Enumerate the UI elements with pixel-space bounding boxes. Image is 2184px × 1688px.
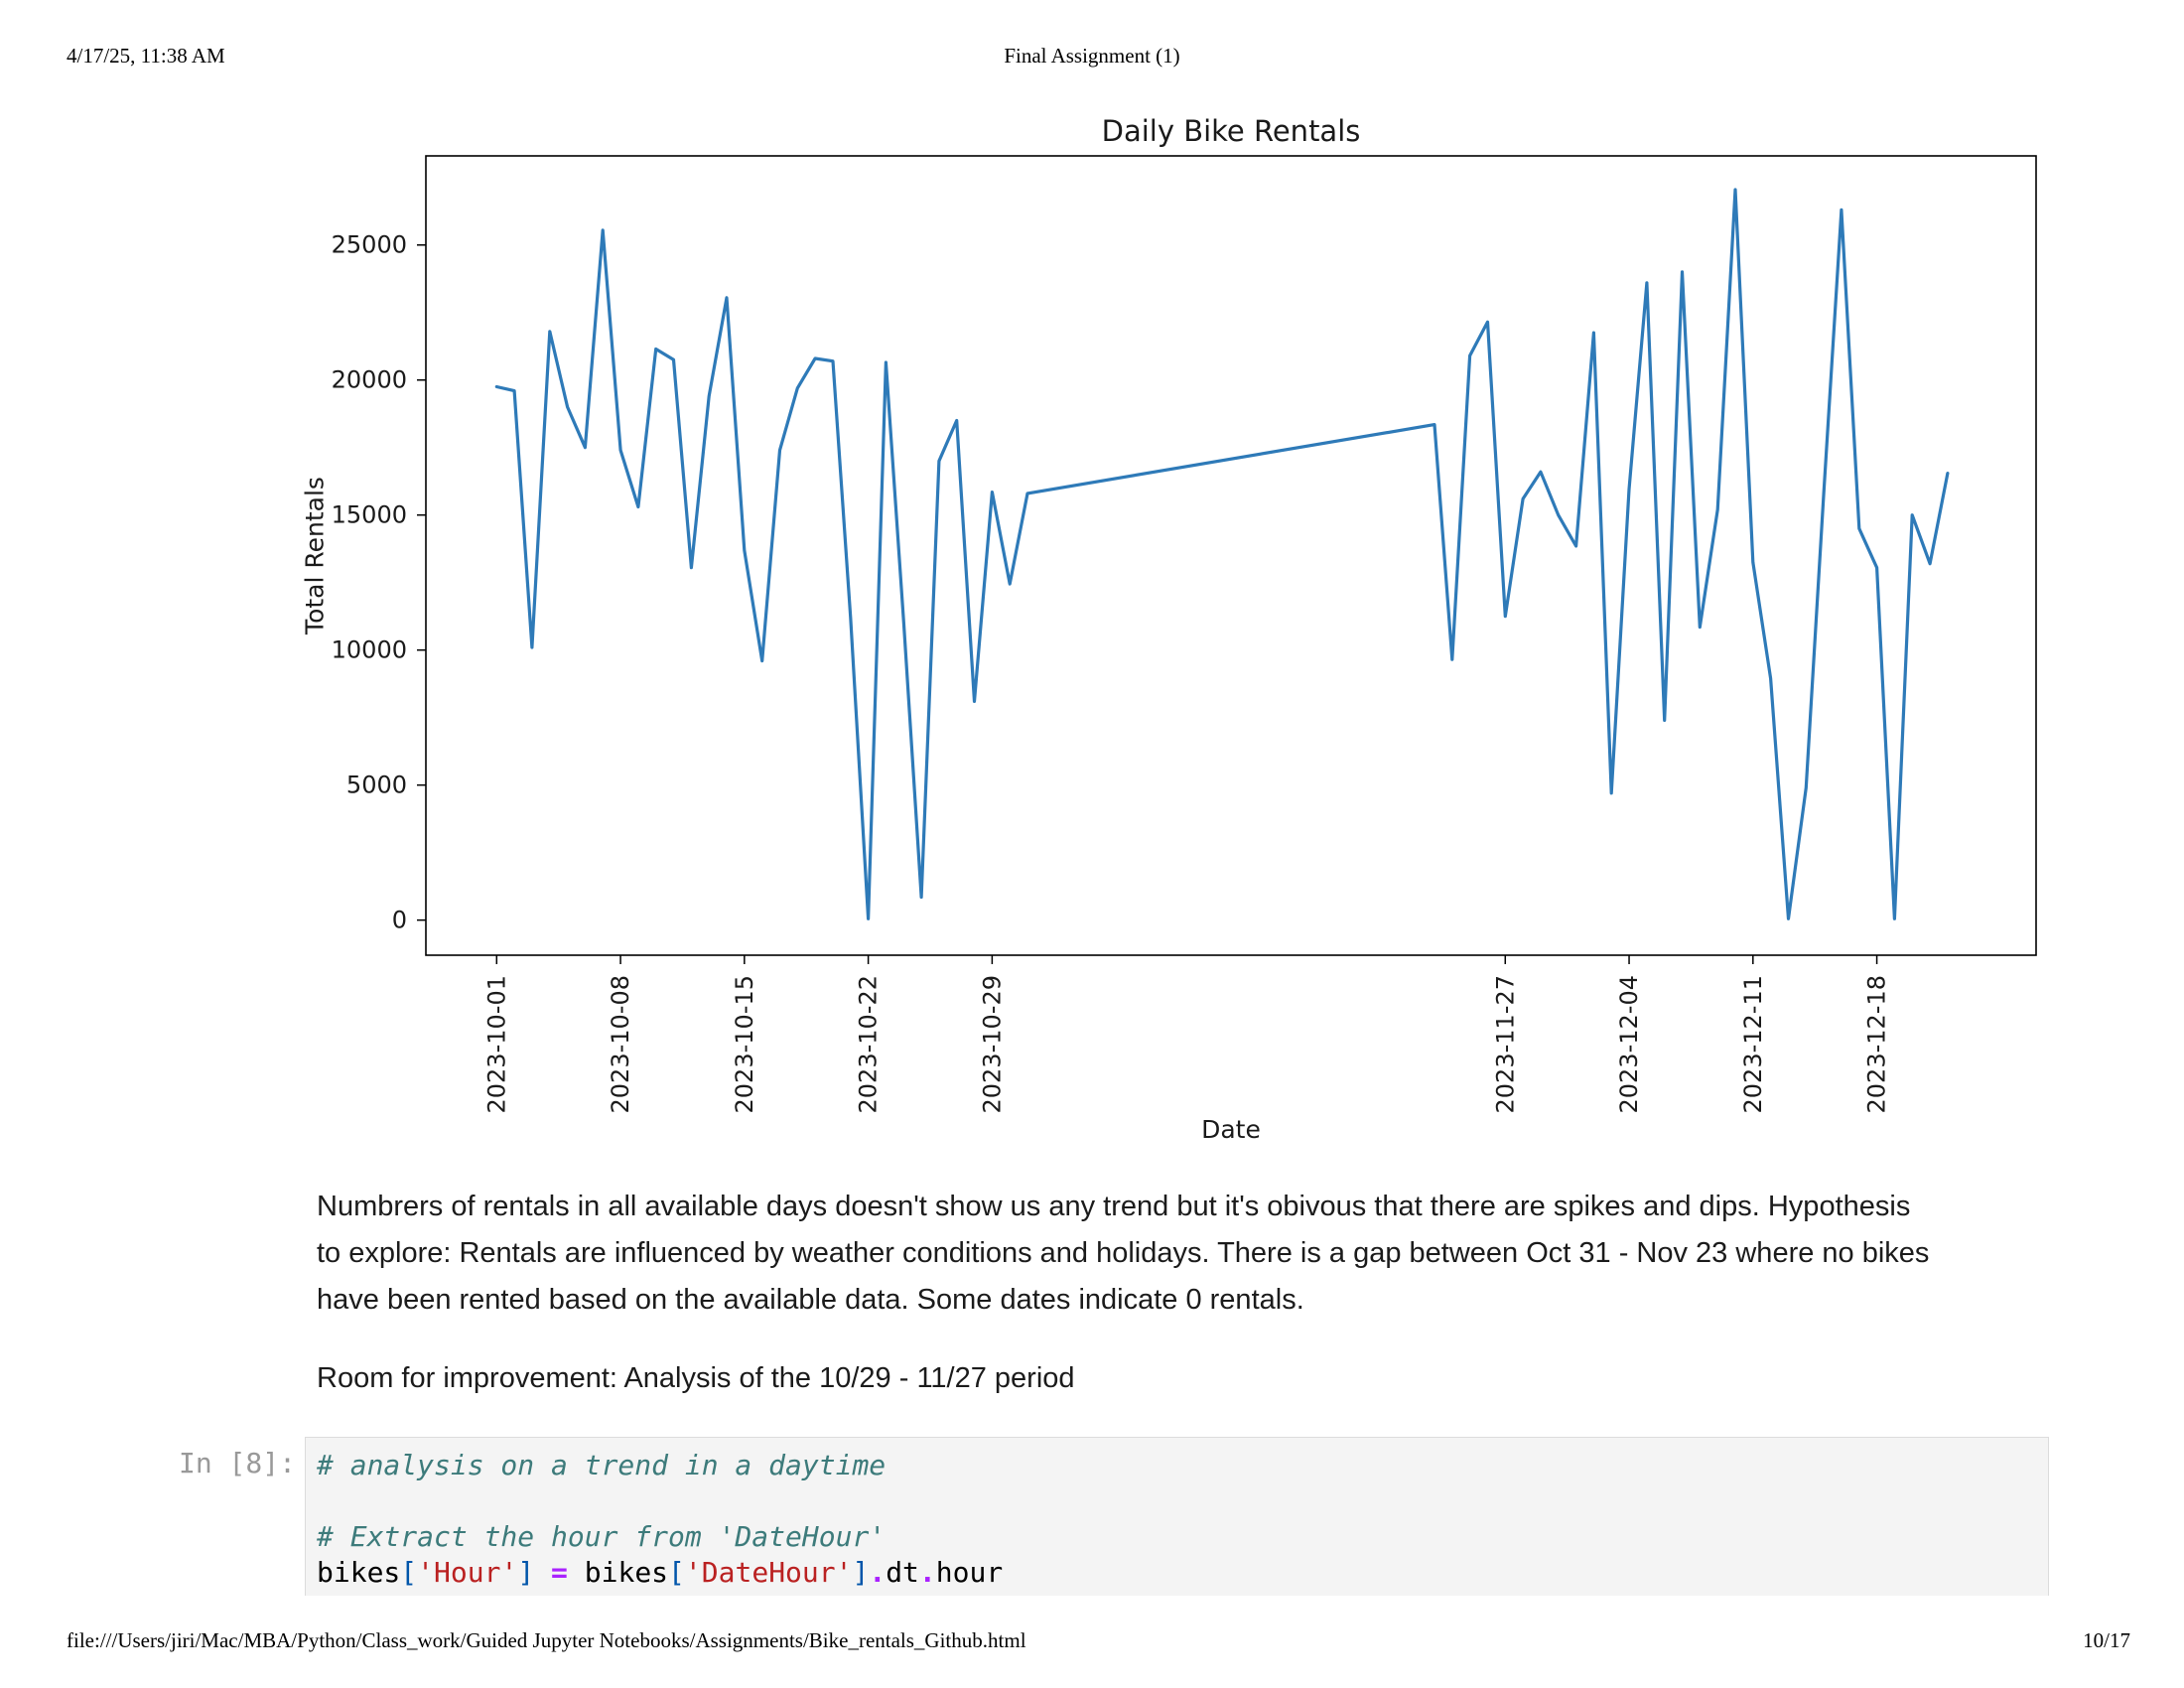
y-tick-label: 25000 [332, 231, 407, 259]
print-footer-path: file:///Users/jiri/Mac/MBA/Python/Class_… [67, 1628, 1026, 1652]
code-token: . [918, 1556, 936, 1589]
x-tick-label: 2023-10-22 [855, 975, 883, 1113]
code-token: [ [400, 1556, 418, 1589]
x-tick-label: 2023-11-27 [1491, 975, 1519, 1113]
y-tick-label: 5000 [346, 772, 407, 799]
code-token [534, 1556, 551, 1589]
code-token: ] [852, 1556, 870, 1589]
y-tick-label: 15000 [332, 501, 407, 529]
y-tick-label: 20000 [332, 366, 407, 394]
x-tick-label: 2023-10-29 [978, 975, 1006, 1113]
x-tick-label: 2023-10-01 [482, 975, 510, 1113]
code-line-1: # analysis on a trend in a daytime [317, 1448, 2048, 1483]
code-token: dt [886, 1556, 919, 1589]
code-token: . [869, 1556, 887, 1589]
chart-title: Daily Bike Rentals [1102, 114, 1361, 148]
code-token: 'Hour' [417, 1556, 518, 1589]
code-token: bikes [567, 1556, 669, 1589]
markdown-paragraph-observations: Numbrers of rentals in all available day… [317, 1184, 2024, 1324]
y-tick-label: 0 [392, 907, 407, 934]
code-token: hour [935, 1556, 1004, 1589]
code-token: 'DateHour' [684, 1556, 853, 1589]
daily-bike-rentals-chart: Daily Bike Rentals 0 5000 10000 15000 20000 25… [288, 104, 2055, 1157]
code-line-blank [317, 1483, 2048, 1519]
code-comment: # analysis on a trend in a daytime [317, 1449, 887, 1481]
code-cell-editor[interactable]: # analysis on a trend in a daytime # Ext… [305, 1437, 2049, 1596]
markdown-line: Numbrers of rentals in all available day… [317, 1191, 1911, 1222]
markdown-line: to explore: Rentals are influenced by we… [317, 1237, 1930, 1269]
y-axis-label: Total Rentals [301, 477, 330, 635]
markdown-line: have been rented based on the available … [317, 1284, 1304, 1316]
x-tick-label: 2023-10-15 [731, 975, 758, 1113]
code-comment: # Extract the hour from 'DateHour' [317, 1520, 887, 1553]
code-line-2: # Extract the hour from 'DateHour' [317, 1519, 2048, 1555]
markdown-line: Room for improvement: Analysis of the 10… [317, 1362, 1075, 1394]
x-tick-label: 2023-12-04 [1615, 975, 1643, 1113]
x-tick-label: 2023-10-08 [607, 975, 634, 1113]
cell-prompt: In [8]: [178, 1447, 296, 1479]
print-footer-page: 10/17 [2083, 1628, 2130, 1652]
code-token: = [551, 1556, 568, 1589]
code-token: ] [517, 1556, 535, 1589]
markdown-paragraph-improvement: Room for improvement: Analysis of the 10… [317, 1355, 2024, 1402]
x-axis-label: Date [1201, 1115, 1261, 1144]
y-tick-label: 10000 [332, 636, 407, 664]
print-header-title: Final Assignment (1) [1004, 44, 1180, 68]
x-tick-label: 2023-12-18 [1863, 975, 1891, 1113]
code-token: bikes [317, 1556, 401, 1589]
plot-frame [425, 155, 2037, 956]
series-line-total-rentals [494, 188, 1950, 920]
code-token: [ [668, 1556, 685, 1589]
code-line-3: bikes['Hour'] = bikes['DateHour'].dt.hou… [317, 1555, 2048, 1591]
x-tick-label: 2023-12-11 [1739, 975, 1767, 1113]
print-header-datetime: 4/17/25, 11:38 AM [67, 44, 225, 68]
